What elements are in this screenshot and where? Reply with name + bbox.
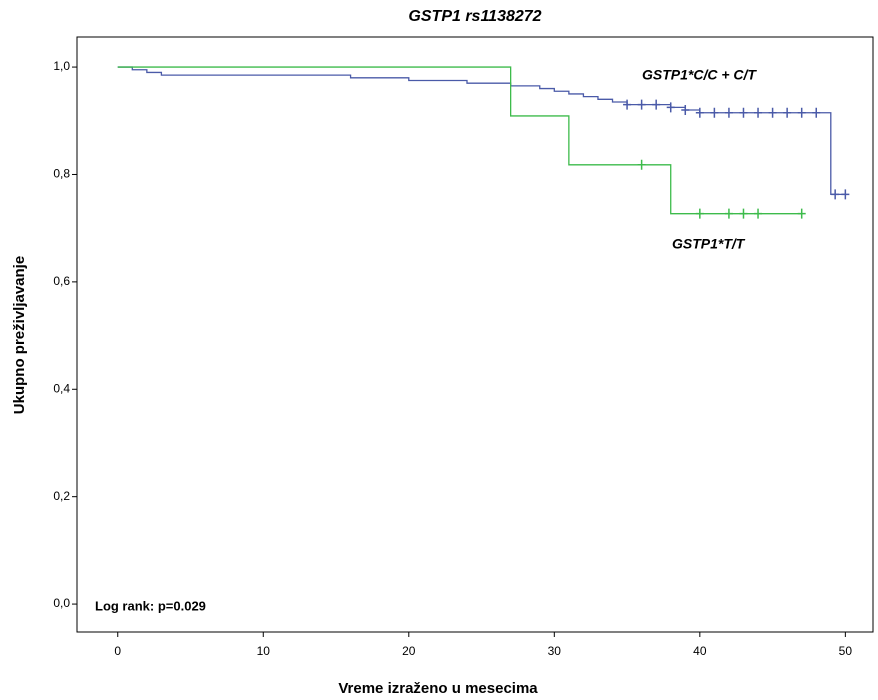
annotation: Log rank: p=0.029 (95, 598, 206, 613)
plot-frame (76, 36, 874, 633)
x-axis-label: Vreme izraženo u mesecima (338, 680, 538, 697)
censor-mark (841, 189, 850, 200)
censor-mark (681, 105, 690, 116)
censor-mark (739, 208, 748, 219)
y-tick-label: 0,4 (53, 381, 70, 395)
censor-mark (637, 99, 646, 110)
y-tick-label: 0,0 (53, 596, 70, 610)
censor-mark (637, 159, 646, 170)
censor-mark (666, 102, 675, 113)
censor-mark (623, 99, 632, 110)
censor-mark (695, 208, 704, 219)
censor-mark (710, 107, 719, 118)
censor-mark (724, 107, 733, 118)
series-label: GSTP1*T/T (672, 236, 746, 252)
survival-line (117, 66, 802, 215)
chart-title: GSTP1 rs1138272 (408, 8, 541, 25)
y-tick-label: 0,8 (53, 167, 70, 181)
censor-mark (724, 208, 733, 219)
y-tick-label: 0,6 (53, 274, 70, 288)
censor-mark (695, 107, 704, 118)
x-tick-label: 40 (693, 644, 707, 658)
censor-mark (652, 99, 661, 110)
series-label: GSTP1*C/C + C/T (642, 67, 757, 83)
censor-mark (768, 107, 777, 118)
censor-mark (797, 208, 806, 219)
censor-mark (812, 107, 821, 118)
censor-mark (831, 189, 840, 200)
censor-mark (797, 107, 806, 118)
x-tick-label: 0 (114, 644, 121, 658)
y-tick-label: 1,0 (53, 59, 70, 73)
survival-line (117, 66, 846, 195)
censor-mark (754, 208, 763, 219)
censor-mark (783, 107, 792, 118)
x-tick-label: 10 (257, 644, 271, 658)
x-tick-label: 20 (402, 644, 416, 658)
y-tick-label: 0,2 (53, 489, 70, 503)
x-tick-label: 30 (548, 644, 562, 658)
censor-mark (754, 107, 763, 118)
censor-mark (739, 107, 748, 118)
y-axis-label: Ukupno preživljavanje (11, 256, 28, 414)
x-tick-label: 50 (839, 644, 853, 658)
